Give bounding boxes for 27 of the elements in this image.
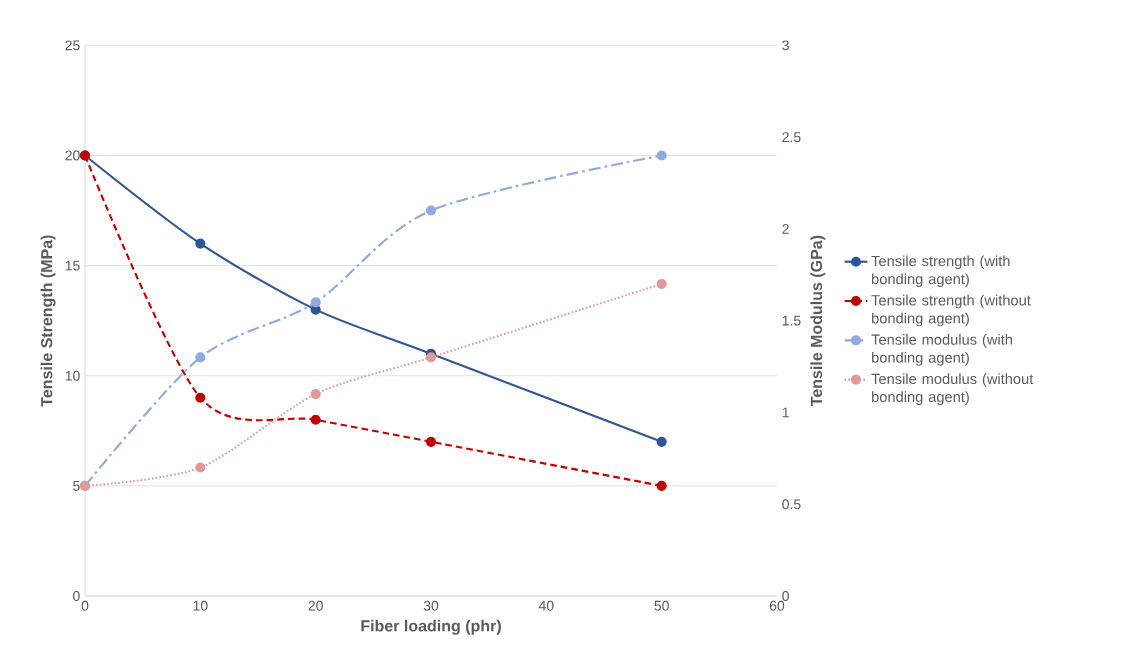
x-tick-label: 20 (308, 600, 323, 611)
y-tick-label: 15 (65, 260, 80, 271)
legend-label: Tensile modulus (without bonding agent) (871, 373, 1034, 405)
y-axis-title: Tensile Strength (MPa) (40, 235, 56, 407)
y-tick-label: 20 (65, 150, 80, 161)
y2-tick-label: 2.5 (782, 132, 801, 143)
x-tick-label: 60 (769, 600, 785, 611)
y2-tick-label: 3 (782, 40, 789, 51)
x-axis-title: Fiber loading (phr) (361, 619, 501, 635)
legend-label: Tensile strength (without bonding agent) (871, 294, 1031, 327)
y2-tick-label: 1.5 (782, 315, 801, 326)
x-tick-label: 40 (538, 600, 554, 611)
y2-tick-label: 0.5 (782, 499, 801, 510)
y2-tick-label: 0 (782, 591, 789, 601)
x-tick-label: 30 (423, 600, 439, 611)
x-tick-label: 50 (654, 600, 669, 611)
x-tick-label: 10 (193, 600, 208, 611)
x-tick-label: 0 (81, 600, 89, 611)
y2-tick-label: 2 (782, 224, 789, 234)
y2-axis-title: Tensile Modulus (GPa) (810, 235, 826, 407)
y-tick-label: 25 (65, 40, 80, 51)
legend-label: Tensile strength (with bonding agent) (871, 255, 1010, 288)
y2-tick-label: 1 (782, 407, 789, 418)
y-tick-label: 10 (65, 370, 80, 381)
y-tick-label: 0 (73, 591, 80, 601)
y-tick-label: 5 (73, 480, 80, 491)
legend-label: Tensile modulus (with bonding agent) (871, 334, 1012, 366)
